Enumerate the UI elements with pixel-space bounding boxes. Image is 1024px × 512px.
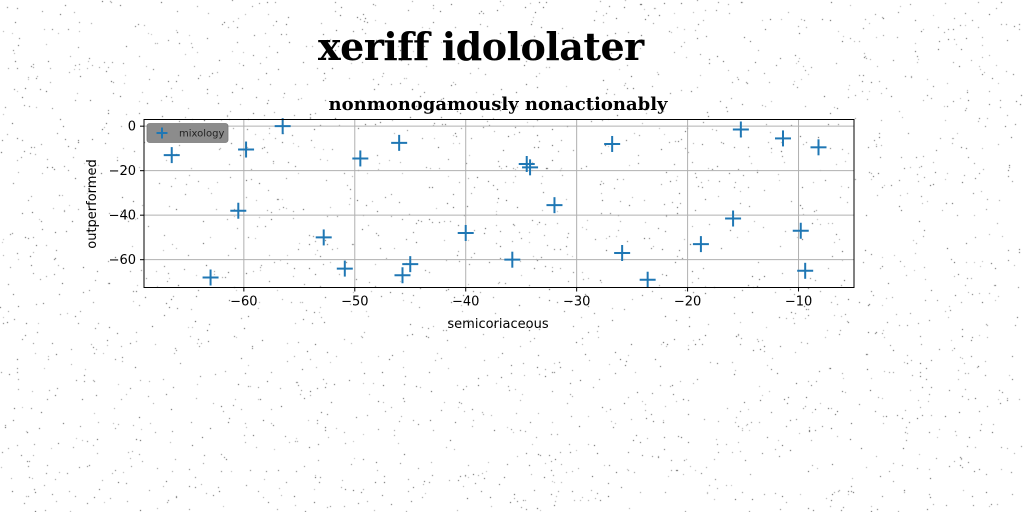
data-point xyxy=(504,251,521,268)
data-point xyxy=(394,267,411,284)
data-point xyxy=(163,147,180,164)
data-point xyxy=(274,118,291,135)
data-point xyxy=(238,141,255,158)
data-point xyxy=(639,271,656,288)
x-tick-label: −20 xyxy=(674,295,701,310)
x-tick-label: −10 xyxy=(785,295,812,310)
legend-entry-mixology: mixology xyxy=(179,129,224,140)
data-point xyxy=(391,134,408,151)
data-point xyxy=(732,121,749,138)
data-point xyxy=(518,156,535,173)
axis-ticks: −60 −50 −40 −30 −20 −10 0 −20 −40 −60 xyxy=(109,120,813,310)
legend-box xyxy=(146,123,229,143)
figure-suptitle: xeriff idololater xyxy=(318,24,644,69)
legend: mixology xyxy=(146,123,229,143)
x-axis-label: semicoriaceous xyxy=(447,317,548,332)
y-tick-label: −40 xyxy=(109,209,136,224)
data-point xyxy=(202,269,219,286)
chart-title: nonmonogamously nonactionably xyxy=(328,94,668,115)
data-point xyxy=(775,130,791,147)
x-tick-label: −60 xyxy=(230,295,257,310)
x-tick-label: −50 xyxy=(341,295,368,310)
x-tick-label: −40 xyxy=(452,295,479,310)
data-point xyxy=(230,202,247,219)
data-point xyxy=(546,197,563,214)
data-point xyxy=(614,245,631,262)
legend-marker-symbol xyxy=(156,127,168,139)
data-point xyxy=(402,256,419,273)
data-point xyxy=(315,229,332,246)
data-markers xyxy=(163,118,827,288)
y-tick-label: −20 xyxy=(109,164,136,179)
x-tick-label: −30 xyxy=(563,295,590,310)
data-point xyxy=(725,210,742,227)
grid-lines xyxy=(144,119,854,288)
data-point xyxy=(522,159,539,176)
data-point xyxy=(810,139,827,156)
legend-marker-plus xyxy=(156,127,168,139)
data-point xyxy=(352,150,369,167)
data-point xyxy=(692,236,709,253)
y-tick-label: −60 xyxy=(109,253,136,268)
data-point xyxy=(457,224,474,241)
data-point xyxy=(604,135,621,152)
y-axis-label: outperformed xyxy=(85,159,100,248)
y-tick-label: 0 xyxy=(128,120,136,135)
plot-frame xyxy=(143,119,855,288)
data-point xyxy=(797,262,814,279)
data-point xyxy=(336,260,353,277)
data-point xyxy=(792,222,809,239)
